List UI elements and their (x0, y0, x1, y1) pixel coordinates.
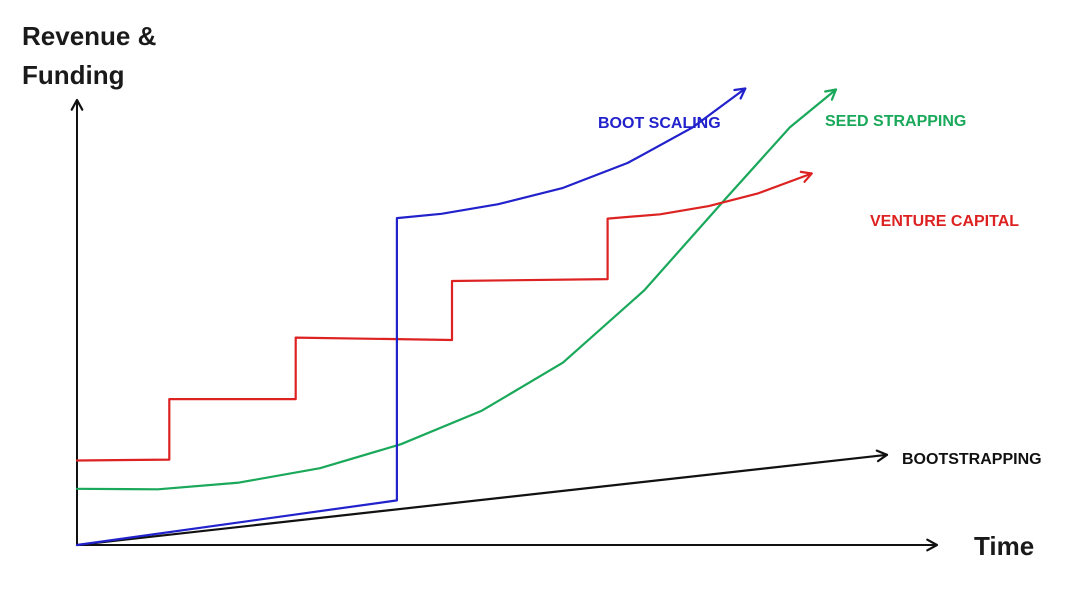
y-axis-title-line-1: Revenue & (22, 21, 156, 51)
y-axis-title-line-2: Funding (22, 60, 125, 90)
series-label-seed-strapping: SEED STRAPPING (825, 113, 966, 130)
x-axis-arrow-icon (926, 538, 939, 552)
series-label-venture-capital: VENTURE CAPITAL (870, 213, 1019, 230)
series-layer (75, 87, 889, 547)
x-axis-title: Time (974, 531, 1034, 561)
series-arrow-boot-scaling-icon (733, 87, 747, 100)
series-label-boot-scaling: BOOT SCALING (598, 115, 721, 132)
series-arrow-venture-capital-icon (799, 170, 813, 183)
series-line-bootstrapping (75, 453, 889, 547)
series-label-bootstrapping: BOOTSTRAPPING (902, 451, 1042, 468)
series-line-seed-strapping (75, 88, 838, 491)
series-arrow-seed-strapping-icon (824, 88, 838, 101)
series-line-boot-scaling (75, 87, 747, 547)
y-axis-arrow-icon (70, 98, 84, 111)
series-line-venture-capital (75, 172, 813, 462)
series-arrow-bootstrapping-icon (875, 449, 889, 463)
label-layer: BOOTSTRAPPING SEED STRAPPING VENTURE CAPIT… (598, 113, 1042, 468)
axes (70, 98, 939, 552)
